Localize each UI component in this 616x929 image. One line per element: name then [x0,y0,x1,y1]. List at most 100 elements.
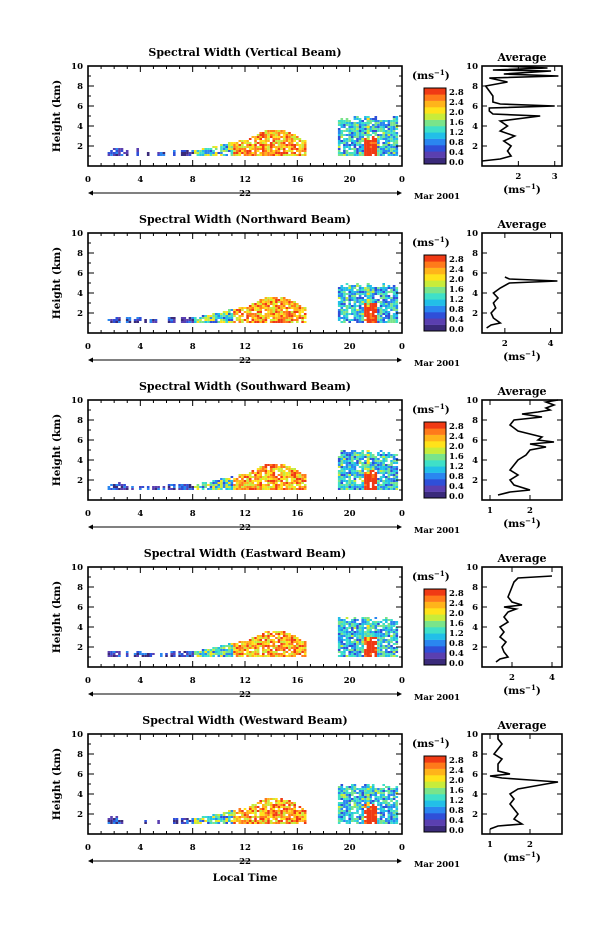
heatmap-cell [392,128,396,130]
heatmap-cell [238,641,242,643]
heatmap-cell [382,148,385,150]
heatmap-cell [390,621,393,623]
heatmap-cell [251,482,255,484]
heatmap-cell [387,798,391,800]
heatmap-cell [392,454,396,456]
heatmap-cell [345,820,349,822]
heatmap-cell [196,820,200,822]
heatmap-cell [382,303,385,305]
heatmap-cell [264,148,268,150]
heatmap-cell [207,820,210,822]
heatmap-cell [275,134,278,136]
heatmap-cell [238,488,242,490]
heatmap-cell [392,120,396,122]
heatmap-cell [246,152,249,154]
heatmap-cell [251,472,255,474]
heatmap-cell [296,307,299,309]
heatmap-cell [162,486,166,488]
y-tick-label: 6 [77,603,83,613]
heatmap-cell [364,812,367,814]
heatmap-cell [356,297,359,299]
heatmap-cell [248,653,252,655]
heatmap-cell [382,810,385,812]
heatmap-cell [345,313,349,315]
heatmap-cell [303,653,307,655]
heatmap-cell [361,655,364,657]
heatmap-cell [392,814,396,816]
heatmap-cell [254,806,257,808]
heatmap-cell [353,818,357,820]
heatmap-cell [280,647,283,649]
heatmap-cell [345,309,349,311]
heatmap-cell [233,643,236,645]
heatmap-cell [272,301,276,303]
heatmap-cell [395,309,399,311]
heatmap-cell [374,128,378,130]
heatmap-cell [254,486,257,488]
heatmap-cell [282,488,286,490]
heatmap-cell [222,651,226,653]
heatmap-cell [353,476,357,478]
heatmap-cell [269,639,273,641]
colorbar-tick-label: 1.2 [449,629,464,639]
heatmap-cell [353,297,357,299]
heatmap-cell [290,645,294,647]
heatmap-cell [382,456,385,458]
heatmap-cell [251,309,255,311]
heatmap-cell [377,136,380,138]
heatmap-cell [361,804,364,806]
heatmap-cell [269,653,273,655]
heatmap-cell [288,315,291,317]
heatmap-cell [230,647,234,649]
heatmap-cell [222,315,226,317]
heatmap-cell [136,148,139,150]
heatmap-cell [364,152,367,154]
heatmap-cell [248,315,252,317]
heatmap-cell [345,627,349,629]
heatmap-cell [390,818,393,820]
heatmap-cell [214,820,218,822]
heatmap-cell [385,619,388,621]
heatmap-cell [241,476,244,478]
heatmap-cell [238,818,242,820]
colorbar-frame [423,87,447,165]
heatmap-cell [269,468,273,470]
heatmap-cell [280,812,283,814]
heatmap-cell [387,631,391,633]
heatmap-cell [369,792,372,794]
heatmap-cell [298,806,302,808]
heatmap-cell [369,822,372,824]
heatmap-cell [293,818,296,820]
heatmap-cell [340,790,344,792]
heatmap-cell [267,317,270,319]
heatmap-cell [351,293,354,295]
heatmap-cell [248,321,252,323]
heatmap-cell [387,812,391,814]
heatmap-cell [254,305,257,307]
heatmap-cell [220,319,223,321]
heatmap-cell [262,317,265,319]
heatmap-cell [358,472,362,474]
day-span-arrow-right [397,858,402,864]
heatmap-cell [217,313,221,315]
heatmap-cell [361,486,364,488]
heatmap-cell [366,462,370,464]
heatmap-cell [186,486,189,488]
heatmap-cell [392,315,396,317]
heatmap-cell [248,655,252,657]
heatmap-cell [178,486,181,488]
heatmap-cell [382,788,385,790]
heatmap-cells [107,617,399,657]
heatmap-cell [175,820,179,822]
heatmap-cell [107,655,111,657]
heatmap-cell [243,150,247,152]
heatmap-cell [351,786,354,788]
heatmap-cell [285,301,289,303]
heatmap-cell [262,633,265,635]
heatmap-cell [296,321,299,323]
heatmap-cell [293,649,296,651]
heatmap-cell [254,641,257,643]
heatmap-cell [264,466,268,468]
heatmap-cell [277,806,281,808]
heatmap-cell [220,313,223,315]
